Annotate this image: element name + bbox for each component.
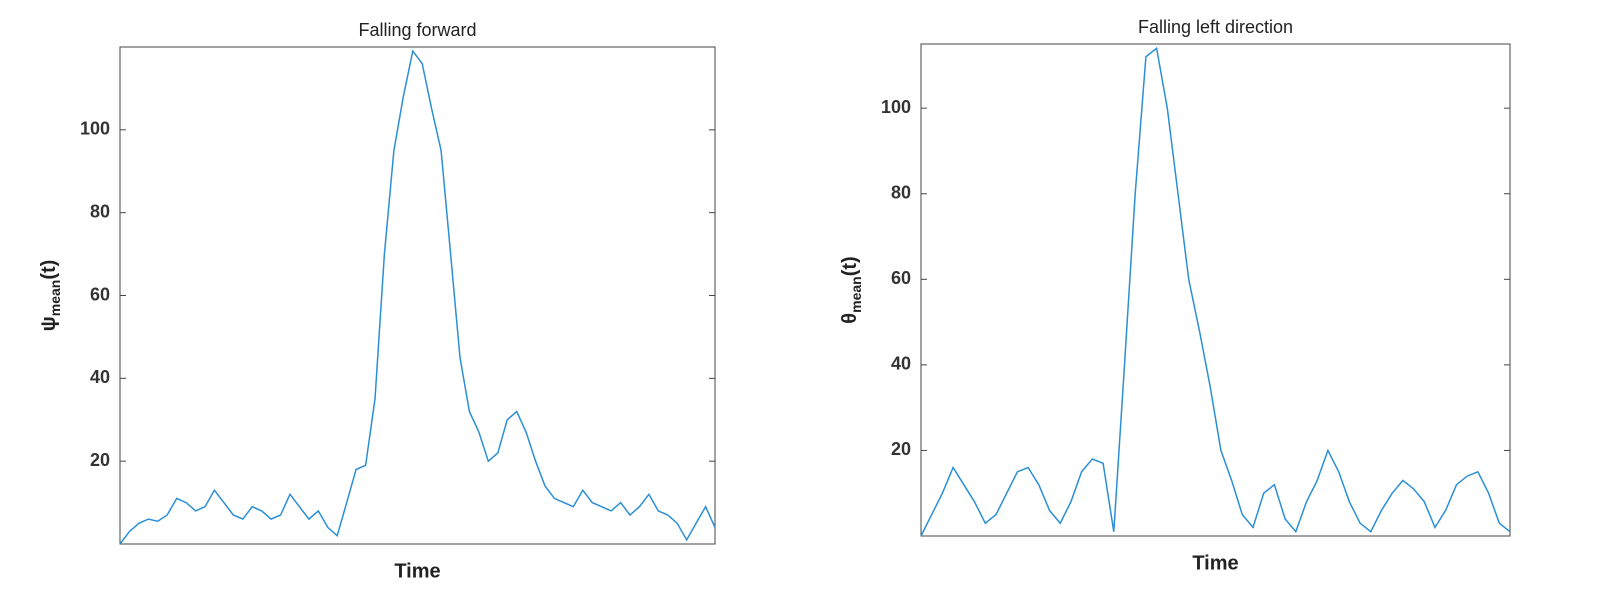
y-label-subscript: mean (47, 280, 63, 317)
y-tick-label: 40 (891, 354, 911, 374)
subplot: 20 40 60 80 100 Falling forward Time ψmean(t) (38, 20, 716, 582)
y-label-symbol: ψ (38, 316, 60, 331)
y-tick-label: 40 (90, 367, 110, 387)
x-axis-label: Time (1192, 552, 1238, 574)
x-axis-label: Time (394, 560, 440, 582)
y-tick-label: 20 (891, 439, 911, 459)
y-label-suffix: (t) (839, 256, 861, 276)
y-label-suffix: (t) (38, 260, 60, 280)
subplot: 20 40 60 80 100 Falling left direction Time θme… (839, 17, 1511, 574)
y-tick-label: 100 (80, 119, 110, 139)
chart-title: Falling left direction (1138, 17, 1293, 37)
y-tick-label: 80 (891, 182, 911, 202)
chart-title: Falling forward (358, 20, 476, 40)
y-axis-label: θmean(t) (839, 256, 863, 323)
y-label-subscript: mean (848, 276, 864, 313)
y-tick-label: 60 (891, 268, 911, 288)
y-tick-label: 20 (90, 450, 110, 470)
data-line (119, 49, 716, 545)
y-tick-label: 100 (881, 97, 911, 117)
plot-frame (119, 46, 716, 545)
y-axis-label: ψmean(t) (38, 260, 62, 332)
plot-frame (920, 43, 1511, 537)
data-line (920, 46, 1511, 537)
y-tick-label: 80 (90, 201, 110, 221)
y-label-symbol: θ (839, 313, 861, 324)
y-tick-label: 60 (90, 284, 110, 304)
